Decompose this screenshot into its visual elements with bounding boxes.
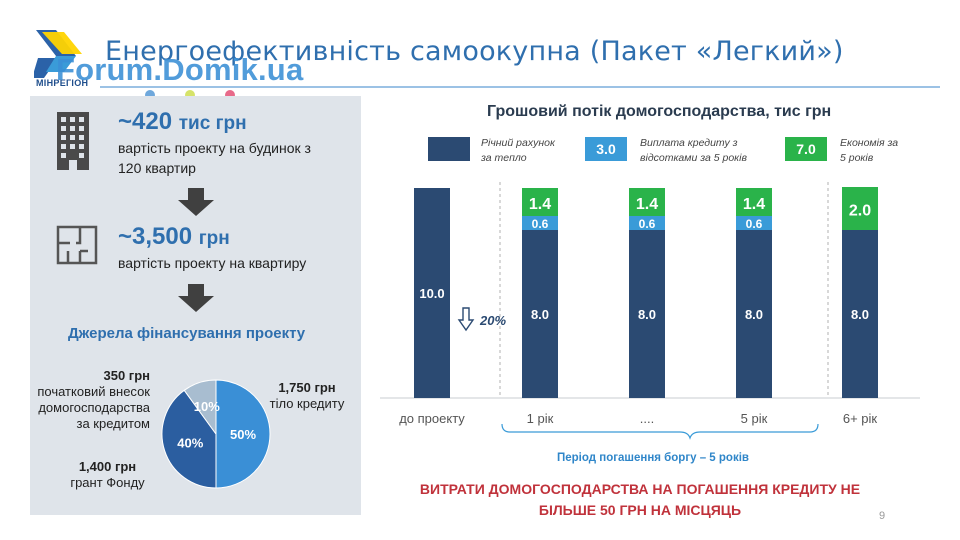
reduction-arrow-icon <box>457 307 475 332</box>
page-title: Енергоефективність самоокупна (Пакет «Ле… <box>105 36 844 67</box>
pie-label: 50% <box>230 427 256 442</box>
bar-segment-savings <box>736 188 772 216</box>
legend-savings-line-2: 5 років <box>840 152 874 164</box>
conclusion-text: ВИТРАТИ ДОМОГОСПОДАРСТВА НА ПОГАШЕННЯ КР… <box>385 479 895 521</box>
conclusion-line-1: ВИТРАТИ ДОМОГОСПОДАРСТВА НА ПОГАШЕННЯ КР… <box>419 481 861 497</box>
legend-heating-line-1: Річний рахунок <box>481 137 555 149</box>
financing-pie-chart: 50% 40% 10% <box>161 379 271 489</box>
chart-title: Грошовий потік домогосподарства, тис грн <box>487 103 832 120</box>
legend-text-credit: Виплата кредиту з відсотками за 5 років <box>640 136 747 166</box>
bar-value-label: 1.4 <box>636 196 658 213</box>
bar-value-label: 8.0 <box>638 307 656 322</box>
bar-segment-heating <box>522 230 558 398</box>
bar-segment-savings <box>629 188 665 216</box>
pie-slice-50pct <box>215 379 271 489</box>
legend-heating-line-2: за тепло <box>481 152 527 164</box>
bar-segment-heating <box>414 188 450 398</box>
bar-value-label: 8.0 <box>745 307 763 322</box>
pie-slice-40pct <box>161 389 217 489</box>
credit-desc: тіло кредиту <box>269 396 345 411</box>
legend-swatch-credit: 3.0 <box>585 137 627 161</box>
period-label: Період погашення боргу – 5 років <box>557 452 749 464</box>
bar-value-label: 1.4 <box>743 196 765 213</box>
flat-cost-value: ~3,500 грн <box>118 223 230 251</box>
period-brace <box>501 423 819 440</box>
legend-swatch-savings: 7.0 <box>785 137 827 161</box>
bar-segment-savings <box>522 188 558 216</box>
grant-amount: 1,400 грн <box>78 459 137 474</box>
page-number: 9 <box>879 510 886 522</box>
category-label: 1 рік <box>527 411 554 426</box>
category-label: 5 рік <box>741 411 768 426</box>
pie-label: 40% <box>177 435 203 450</box>
floor-plan-icon <box>56 225 98 265</box>
flat-cost-desc: вартість проекту на квартиру <box>118 255 307 271</box>
bar-value-label: 0.6 <box>746 217 763 231</box>
house-cost-number: ~420 <box>118 108 173 135</box>
pie-slice-10pct <box>183 379 217 436</box>
financing-sources-title: Джерела фінансування проекту <box>68 325 306 342</box>
pie-label: 10% <box>194 399 220 414</box>
credit-label: 1,750 грн тіло кредиту <box>252 380 362 412</box>
grant-desc: грант Фонду <box>70 475 145 490</box>
bar-segment-heating <box>629 230 665 398</box>
bar-value-label: 8.0 <box>531 307 549 322</box>
reduction-annotation: 20% <box>479 313 506 328</box>
house-cost-unit: тис грн <box>178 113 247 134</box>
bar-segment-credit <box>736 216 772 230</box>
legend-text-heating: Річний рахунок за тепло <box>481 136 555 166</box>
legend-credit-line-1: Виплата кредиту з <box>640 137 738 149</box>
bar-value-label: 1.4 <box>529 196 551 213</box>
cash-flow-bar-chart: 10.0 до проекту 8.0 0.6 1.4 1 рік 8.0 0.6 1.4...… <box>380 182 920 440</box>
legend-text-savings: Економія за 5 років <box>840 136 898 166</box>
down-payment-desc-1: початковий внесок <box>37 384 150 399</box>
down-payment-amount: 350 грн <box>103 368 150 383</box>
flat-cost-number: ~3,500 <box>118 223 193 250</box>
down-payment-desc-3: за кредитом <box>76 416 151 431</box>
bar-segment-savings <box>842 187 878 230</box>
bar-value-label: 10.0 <box>419 286 444 301</box>
down-payment-label: 350 грн початковий внесок домогосподарст… <box>30 368 150 432</box>
house-cost-value: ~420 тис грн <box>118 108 247 136</box>
arrow-down-icon <box>178 188 214 216</box>
bar-value-label: 8.0 <box>851 307 869 322</box>
house-cost-desc: вартість проекту на будинок з 120 кварти… <box>118 140 311 176</box>
watermark-text: Forum.Domik.ua <box>56 52 304 87</box>
logo-text: МІНРЕГІОН <box>36 78 89 88</box>
minregion-logo <box>34 30 82 78</box>
bar-segment-heating <box>842 230 878 398</box>
bar-value-label: 0.6 <box>532 217 549 231</box>
conclusion-line-2: БІЛЬШЕ 50 ГРН НА МІСЦЯЦЬ <box>538 502 742 518</box>
down-payment-desc-2: домогосподарства <box>38 400 150 415</box>
legend-swatch-heating <box>428 137 470 161</box>
bar-value-label: 0.6 <box>639 217 656 231</box>
bar-segment-credit <box>522 216 558 230</box>
category-label: до проекту <box>399 411 465 426</box>
category-label: .... <box>640 411 654 426</box>
legend-savings-line-1: Економія за <box>840 137 899 149</box>
flat-cost-unit: грн <box>198 228 230 249</box>
bar-segment-heating <box>736 230 772 398</box>
category-label: 6+ рік <box>843 411 878 426</box>
bar-segment-credit <box>629 216 665 230</box>
bar-value-label: 2.0 <box>849 203 871 220</box>
credit-amount: 1,750 грн <box>278 380 336 395</box>
building-icon <box>57 112 89 170</box>
legend-credit-line-2: відсотками за 5 років <box>640 152 747 164</box>
arrow-down-icon <box>178 284 214 312</box>
grant-label: 1,400 грн грант Фонду <box>60 459 155 491</box>
title-divider <box>100 86 940 88</box>
